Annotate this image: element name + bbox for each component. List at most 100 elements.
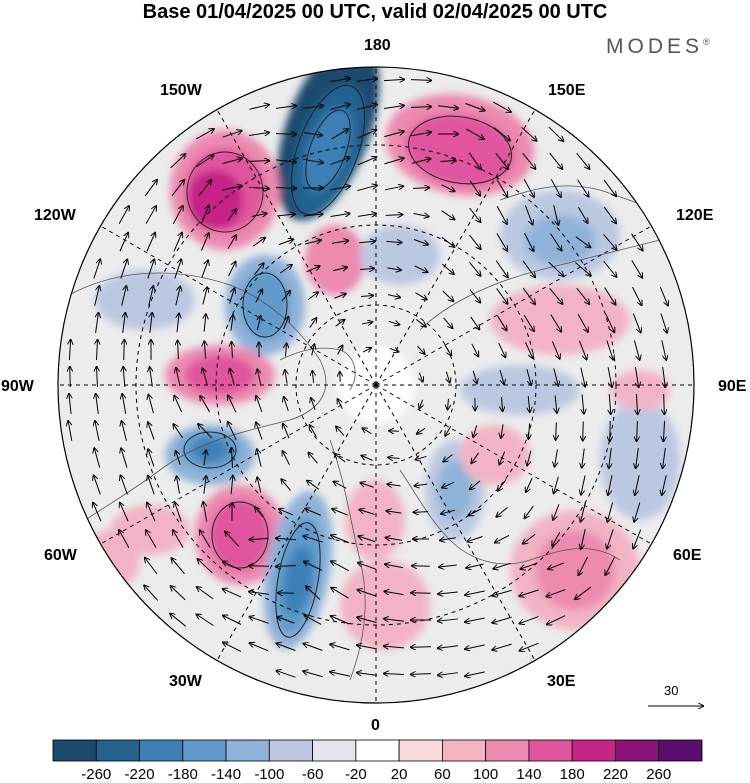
wind-vector [496,288,508,303]
wind-vector [196,129,213,140]
wind-vector [334,294,345,299]
wind-vector [603,179,616,196]
wind-vector [583,421,584,440]
wind-vector [200,530,211,548]
wind-vector [331,561,350,572]
wind-vector [304,644,323,651]
anomaly-blob [305,225,365,295]
wind-vector [607,502,614,521]
wind-vector [170,614,187,627]
lon-label-150e: 150E [548,82,586,99]
wind-vector [386,538,403,541]
wind-vector [526,477,533,492]
wind-vector [550,314,561,332]
wind-vector [384,131,403,138]
wind-vector [198,424,213,439]
wind-vector [331,535,350,544]
wind-vector [501,424,503,437]
wind-vector [69,340,70,361]
wind-vector [145,558,158,575]
wind-vector [575,262,590,276]
wind-vector [493,127,510,141]
wind-vector [336,427,345,436]
wind-vector [492,616,512,623]
wind-vector [124,340,125,361]
wind-vector [147,503,156,522]
wind-vector [306,266,320,273]
wind-vector [97,367,98,388]
wind-vector [228,422,237,441]
wind-vector [446,371,449,383]
wind-vector [607,367,612,387]
anomaly-blob [240,270,290,340]
wind-vector [204,341,205,359]
wind-vector [200,396,211,413]
colorbar-tick: 140 [516,766,542,783]
wind-vector [284,397,289,412]
wind-vector [415,484,428,486]
anomaly-blob [405,114,515,186]
wind-vector [417,427,426,433]
lon-label-30w: 30W [169,673,202,690]
wind-vector [201,261,208,278]
wind-vector [312,344,315,356]
wind-vector [465,671,485,676]
wind-vector [497,315,507,330]
lon-label-120e: 120E [676,207,714,224]
wind-vector [357,673,377,676]
wind-vector [556,422,557,439]
wind-vector [202,288,207,305]
wind-vector [94,448,101,468]
colorbar-tick-labels: -260 -220 -180 -140 -100 -60 -20 20 60 100 140 180 2… [0,766,750,783]
anomaly-blob [187,170,243,230]
wind-vector [223,589,242,598]
anomaly-blob [460,365,580,415]
anomaly-blob [95,270,195,330]
wind-vector [96,394,99,414]
wind-vector [605,556,615,575]
wind-vector [305,240,321,245]
wind-vector [493,101,510,112]
wind-vector [359,241,375,242]
wind-vector [357,79,377,82]
wind-vector [306,586,321,600]
wind-vector [330,186,350,191]
colorbar-swatch [312,739,357,762]
wind-vector [250,538,269,539]
wind-vector [277,214,294,216]
wind-vector [177,476,180,494]
coastline [399,469,621,565]
wind-vector [661,340,666,360]
wind-vector [417,345,424,354]
wind-vector [549,287,563,303]
wind-vector [148,449,155,467]
wind-vector [466,563,484,568]
wind-vector [249,566,270,567]
wind-vector [496,205,507,224]
wind-vector [204,476,206,494]
wind-vector [310,425,317,437]
wind-vector [605,313,615,332]
wind-vector [232,448,233,469]
meridian [216,109,377,386]
colorbar-swatch [182,739,227,762]
wind-vector [119,233,128,252]
map-title: Base 01/04/2025 00 UTC, valid 02/04/2025… [142,1,608,23]
wind-vector [473,425,476,437]
wind-vector [384,186,403,191]
wind-vector [663,448,666,468]
wind-vector [438,646,458,648]
wind-vector [577,179,589,197]
colorbar-tick: 20 [390,766,408,783]
colorbar-tick: -140 [211,766,242,783]
wind-vector [175,287,180,306]
wind-vector [411,674,432,675]
wind-vector [525,341,532,358]
wind-vector [523,179,534,196]
anomaly-blob [437,460,473,520]
wind-vector [279,509,294,516]
wind-vector [387,295,400,298]
wind-vector [228,396,237,413]
wind-vector [552,532,561,545]
wind-vector [231,315,233,331]
